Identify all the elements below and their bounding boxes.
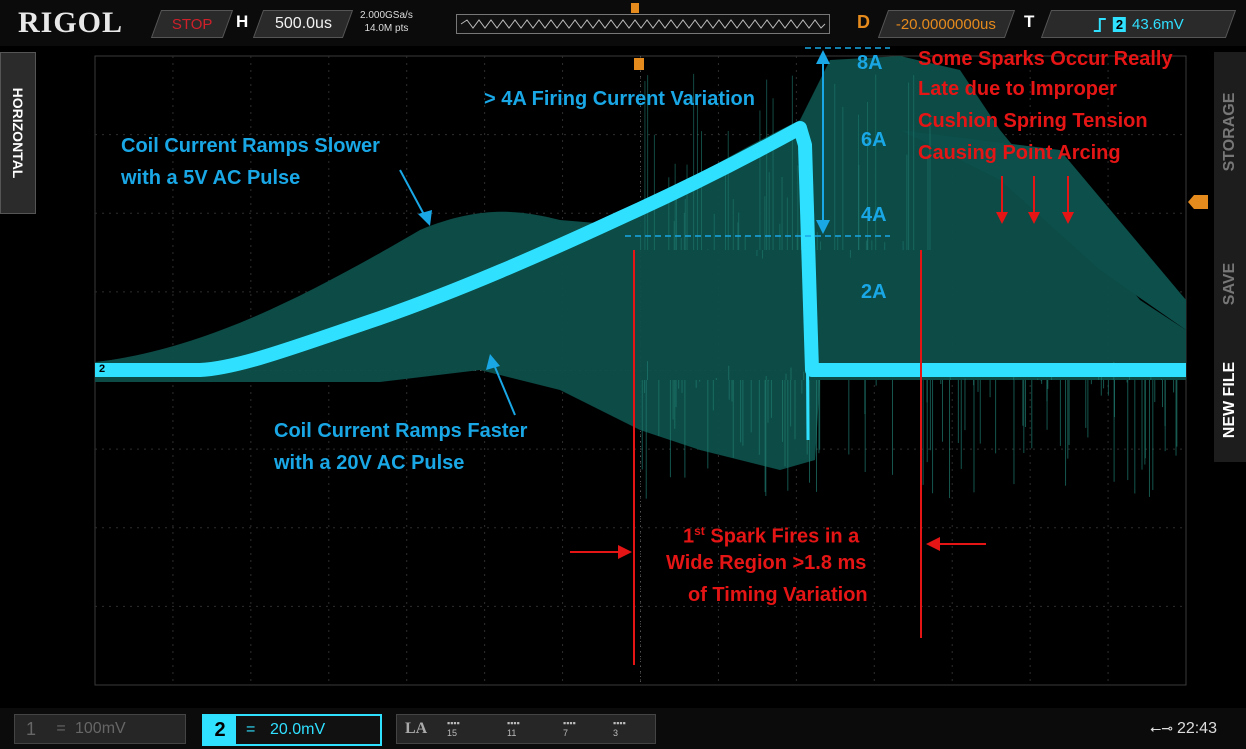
current-label-8a: 8A [857, 50, 883, 76]
annotation-late-sparks-line2: Late due to Improper [918, 76, 1117, 102]
timebase-label: H [236, 12, 248, 32]
channel-1-tab[interactable]: 1 = 100mV [14, 714, 186, 744]
memory-depth: 14.0M pts [360, 22, 413, 35]
annotation-firing-variation: > 4A Firing Current Variation [484, 86, 755, 112]
spark-arrow-left-icon [618, 545, 632, 559]
annotation-ramp-slower-line1: Coil Current Ramps Slower [121, 133, 380, 159]
annotation-late-sparks-line1: Some Sparks Occur Really [918, 46, 1173, 72]
trigger-position-marker-icon [631, 3, 639, 13]
annotation-spark-line1: 1st Spark Fires in a [683, 518, 859, 550]
annotation-spark-line2: Wide Region >1.8 ms [666, 550, 866, 576]
ch2-scale: 20.0mV [270, 721, 325, 739]
storage-side-menu: STORAGE SAVE NEW FILE [1214, 52, 1246, 462]
horizontal-tab-label: HORIZONTAL [10, 88, 26, 179]
clock-time: 22:43 [1177, 720, 1217, 737]
trigger-time-marker-icon [634, 58, 644, 70]
sample-rate: 2.000GSa/s [360, 9, 413, 22]
run-stop-status[interactable]: STOP [151, 10, 233, 38]
current-label-4a: 4A [861, 202, 887, 228]
slower-pointer-arrow-icon [418, 210, 432, 226]
la-label: LA [405, 720, 427, 738]
annotation-ramp-faster-line2: with a 20V AC Pulse [274, 450, 464, 476]
annotation-ramp-slower-line2: with a 5V AC Pulse [121, 165, 300, 191]
memory-waveform-icon [457, 15, 829, 33]
brand-logo: RIGOL [18, 6, 123, 40]
ch2-coupling: = [246, 721, 270, 739]
ch1-scale: 100mV [75, 720, 126, 738]
ch2-number: 2 [204, 716, 236, 744]
annotation-late-sparks-line4: Causing Point Arcing [918, 140, 1121, 166]
menu-item-storage[interactable]: STORAGE [1221, 93, 1239, 172]
ch1-number: 1 [15, 719, 47, 740]
rising-edge-icon [1093, 16, 1107, 32]
trigger-settings[interactable]: 2 43.6mV [1041, 10, 1236, 38]
channel-2-tab[interactable]: 2 = 20.0mV [202, 714, 382, 746]
usb-icon: ⭠⊸ [1150, 720, 1173, 736]
annotation-spark-line3: of Timing Variation [688, 582, 868, 608]
delay-label: D [857, 12, 870, 33]
current-label-6a: 6A [861, 127, 887, 153]
spark-arrow-right-icon [926, 537, 940, 551]
sample-info: 2.000GSa/s 14.0M pts [360, 9, 413, 35]
logic-analyzer-tab[interactable]: LA ▪▪▪▪ 15 ▪▪▪▪ 11 ▪▪▪▪ 7 ▪▪▪▪ 3 [396, 714, 656, 744]
la-group-11: ▪▪▪▪ 11 [507, 718, 520, 738]
delay-value[interactable]: -20.0000000us [878, 10, 1015, 38]
annotation-late-sparks-line3: Cushion Spring Tension [918, 108, 1148, 134]
clock: ⭠⊸ 22:43 [1150, 720, 1217, 738]
current-label-2a: 2A [861, 279, 887, 305]
bottom-status-bar: 1 = 100mV 2 = 20.0mV LA ▪▪▪▪ 15 ▪▪▪▪ 11 ▪▪… [0, 708, 1246, 749]
ch2-trace-fall [806, 135, 808, 440]
annotation-ramp-faster-line1: Coil Current Ramps Faster [274, 418, 527, 444]
menu-item-save[interactable]: SAVE [1221, 263, 1239, 305]
horizontal-menu-tab[interactable]: HORIZONTAL [0, 52, 36, 214]
trigger-level: 43.6mV [1132, 16, 1184, 33]
la-group-7: ▪▪▪▪ 7 [563, 718, 576, 738]
trigger-source: 2 [1113, 17, 1126, 32]
trigger-label: T [1024, 12, 1034, 32]
timebase-value[interactable]: 500.0us [253, 10, 353, 38]
la-group-15: ▪▪▪▪ 15 [447, 718, 460, 738]
menu-item-new-file[interactable]: NEW FILE [1221, 362, 1239, 438]
ch1-coupling: = [47, 720, 75, 738]
memory-position-strip[interactable] [456, 14, 830, 34]
variation-arrow-up-icon [816, 50, 830, 64]
la-group-3: ▪▪▪▪ 3 [613, 718, 626, 738]
top-status-bar: RIGOL STOP H 500.0us 2.000GSa/s 14.0M pt… [0, 0, 1246, 46]
